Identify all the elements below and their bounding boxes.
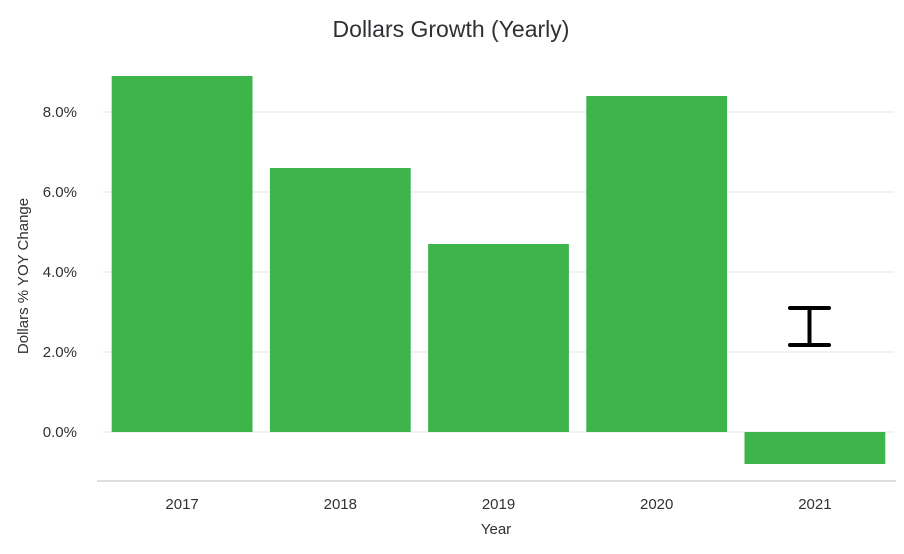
x-tick-label: 2018 [324, 496, 357, 513]
chart-title: Dollars Growth (Yearly) [333, 16, 570, 42]
bar-2018 [269, 168, 411, 432]
y-tick-label: 8.0% [43, 104, 77, 121]
bar-2020 [586, 96, 728, 432]
x-axis-label: Year [481, 521, 511, 538]
y-tick-label: 4.0% [43, 264, 77, 281]
x-axis-ticks: 2017 2018 2019 2020 2021 [165, 496, 831, 513]
y-tick-label: 0.0% [43, 424, 77, 441]
y-tick-label: 6.0% [43, 184, 77, 201]
text-cursor-icon [788, 306, 831, 347]
y-tick-label: 2.0% [43, 344, 77, 361]
x-tick-label: 2017 [165, 496, 198, 513]
bars [111, 76, 886, 464]
x-tick-label: 2020 [640, 496, 673, 513]
y-axis-ticks: 0.0% 2.0% 4.0% 6.0% 8.0% [43, 104, 77, 441]
y-axis-label: Dollars % YOY Change [15, 198, 32, 354]
x-tick-label: 2021 [798, 496, 831, 513]
x-tick-label: 2019 [482, 496, 515, 513]
bar-2017 [111, 76, 253, 432]
bar-2021 [744, 432, 886, 464]
bar-2019 [428, 244, 569, 432]
